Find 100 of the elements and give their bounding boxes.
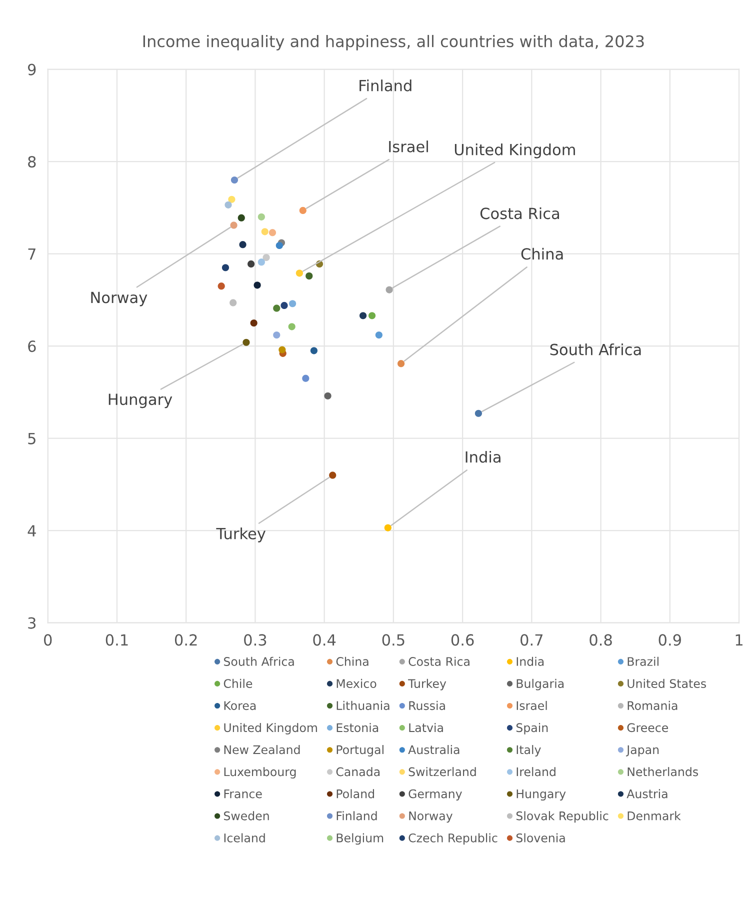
legend-label: Brazil	[628, 656, 658, 666]
legend-label: Romania	[628, 700, 678, 710]
legend-label: Estonia	[336, 722, 378, 732]
point	[218, 282, 225, 290]
x-tick-label: 0.2	[174, 634, 197, 646]
legend-label: United States	[628, 678, 706, 688]
point	[268, 229, 276, 236]
legend-label: Netherlands	[628, 767, 698, 776]
legend-label: Mexico	[336, 678, 376, 688]
y-tick-label: 4	[28, 525, 36, 536]
legend-label: Chile	[224, 678, 252, 688]
x-tick-label: 0.7	[520, 634, 543, 646]
annotation: United Kingdom	[454, 144, 575, 158]
legend-label: Germany	[408, 789, 462, 801]
y-tick-label: 8	[28, 156, 36, 168]
legend-label: Switzerland	[408, 767, 476, 776]
annotation: Finland	[360, 80, 412, 92]
x-tick-label: 0.6	[451, 634, 474, 646]
point	[276, 242, 283, 250]
point	[228, 196, 236, 203]
point	[288, 323, 296, 330]
legend-label: China	[336, 656, 368, 666]
legend-label: Ireland	[516, 767, 556, 776]
point	[273, 304, 280, 312]
annotation: Costa Rica	[480, 207, 559, 220]
legend-label: Israel	[516, 700, 547, 710]
point	[258, 213, 265, 220]
legend-label: South Africa	[224, 656, 294, 666]
x-tick-label: 0.8	[590, 634, 612, 646]
legend-label: India	[516, 656, 544, 666]
legend-label: Austria	[626, 789, 668, 798]
legend-label: Slovenia	[516, 833, 565, 842]
point	[398, 360, 405, 368]
legend-label: Korea	[224, 701, 256, 710]
legend-label: United Kingdom	[224, 722, 317, 734]
annotation: Hungary	[108, 394, 172, 408]
point	[384, 524, 392, 532]
point	[230, 176, 238, 184]
point	[262, 254, 270, 262]
legend-label: Russia	[409, 700, 445, 710]
y-tick-label: 6	[28, 340, 36, 352]
legend-label: Australia	[408, 745, 460, 754]
y-tick-label: 3	[28, 617, 36, 629]
point	[242, 338, 250, 346]
legend-label: Norway	[409, 812, 452, 823]
legend-label: Spain	[516, 722, 548, 734]
point	[359, 312, 367, 320]
point	[254, 282, 261, 289]
annotation: Norway	[91, 292, 148, 306]
legend-label: Slovak Republic	[516, 811, 608, 823]
point	[230, 299, 237, 306]
point	[239, 241, 246, 248]
legend-label: Costa Rica	[408, 656, 470, 666]
point	[258, 258, 265, 266]
legend-label: Denmark	[628, 811, 681, 820]
legend-label: Bulgaria	[516, 678, 564, 690]
point	[324, 392, 332, 400]
point	[273, 331, 280, 339]
legend-label: Sweden	[224, 811, 269, 820]
point	[280, 302, 288, 309]
legend-label: Latvia	[409, 722, 443, 732]
point	[238, 214, 245, 222]
x-tick-label: 0.3	[244, 634, 266, 646]
legend-label: Finland	[336, 811, 377, 820]
x-tick-label: 0.9	[658, 634, 681, 646]
point	[299, 206, 306, 214]
y-tick-label: 5	[28, 432, 36, 444]
legend-label: Canada	[336, 767, 380, 776]
point	[250, 319, 258, 327]
point	[474, 410, 482, 417]
legend-label: Belgium	[336, 833, 384, 845]
point	[289, 300, 296, 308]
legend-label: Greece	[627, 723, 668, 732]
legend-label: Lithuania	[336, 700, 390, 710]
point	[248, 260, 255, 268]
legend-label: Italy	[516, 745, 541, 756]
chart-title: Income inequality and happiness, all countries with data, 2023	[143, 34, 644, 50]
point	[222, 264, 230, 272]
annotation: India	[466, 450, 500, 463]
legend-label: Turkey	[408, 678, 446, 690]
x-tick-label: 0.4	[313, 634, 336, 646]
legend-label: Iceland	[224, 833, 265, 842]
legend-label: Japan	[626, 745, 659, 756]
legend-label: Czech Republic	[408, 833, 498, 845]
annotation: China	[521, 248, 563, 260]
legend-label: Poland	[336, 789, 374, 798]
point	[368, 312, 376, 320]
x-tick-label: 0.1	[106, 634, 128, 646]
annotation: Israel	[389, 140, 428, 152]
x-tick-label: 0	[44, 634, 52, 646]
point	[386, 286, 393, 294]
point	[278, 346, 286, 354]
point	[375, 331, 382, 339]
legend-label: Portugal	[336, 745, 384, 756]
legend-label: Hungary	[516, 789, 566, 801]
point	[296, 270, 303, 277]
point	[230, 222, 238, 229]
point	[306, 272, 313, 280]
x-tick-label: 0.5	[382, 634, 404, 646]
legend-label: France	[224, 789, 262, 798]
